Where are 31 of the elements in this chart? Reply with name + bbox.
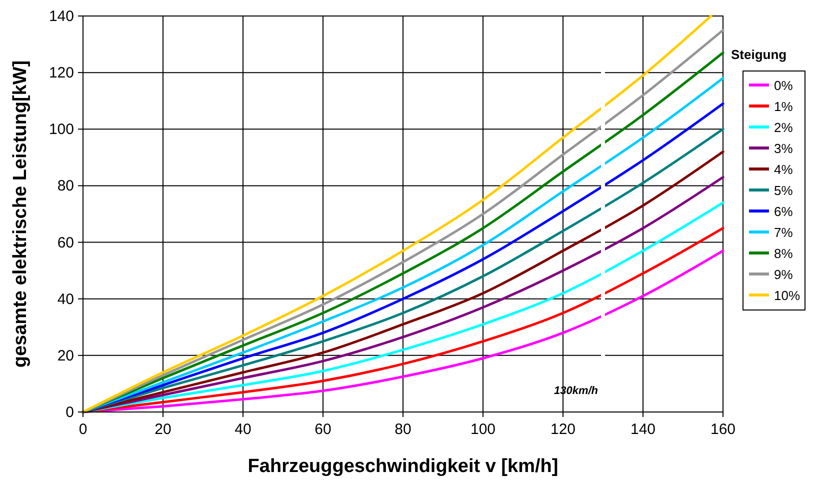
- legend-label: 9%: [774, 267, 794, 282]
- x-tick-label: 160: [710, 421, 736, 438]
- y-tick-label: 20: [57, 347, 74, 364]
- x-tick-label: 0: [78, 421, 88, 438]
- legend-label: 6%: [774, 204, 794, 219]
- x-tick-label: 100: [470, 421, 496, 438]
- legend-label: 8%: [774, 246, 794, 261]
- legend-label: 2%: [774, 120, 794, 135]
- y-tick-label: 140: [48, 8, 74, 25]
- x-tick-label: 40: [234, 421, 252, 438]
- y-tick-label: 100: [48, 121, 74, 138]
- y-tick-label: 120: [48, 64, 74, 82]
- legend-label: 5%: [774, 183, 794, 198]
- x-tick-label: 20: [154, 421, 172, 438]
- x-tick-label: 140: [630, 421, 656, 438]
- legend-label: 10%: [774, 288, 800, 303]
- x-axis-title: Fahrzeuggeschwindigkeit v [km/h]: [248, 456, 558, 477]
- x-tick-label: 80: [394, 421, 412, 438]
- legend-label: 3%: [774, 141, 794, 156]
- x-tick-label: 60: [314, 421, 332, 438]
- y-axis-title: gesamte elektrische Leistung[kW]: [10, 60, 31, 368]
- legend-label: 0%: [774, 78, 794, 93]
- legend-title: Steigung: [731, 47, 787, 62]
- y-tick-label: 0: [66, 404, 74, 421]
- legend-label: 1%: [774, 99, 794, 114]
- y-tick-label: 40: [57, 290, 74, 308]
- y-tick-label: 80: [57, 178, 74, 195]
- y-tick-label: 60: [57, 234, 74, 252]
- legend-label: 7%: [774, 225, 794, 240]
- legend-label: 4%: [774, 162, 794, 177]
- x-tick-label: 120: [550, 421, 576, 438]
